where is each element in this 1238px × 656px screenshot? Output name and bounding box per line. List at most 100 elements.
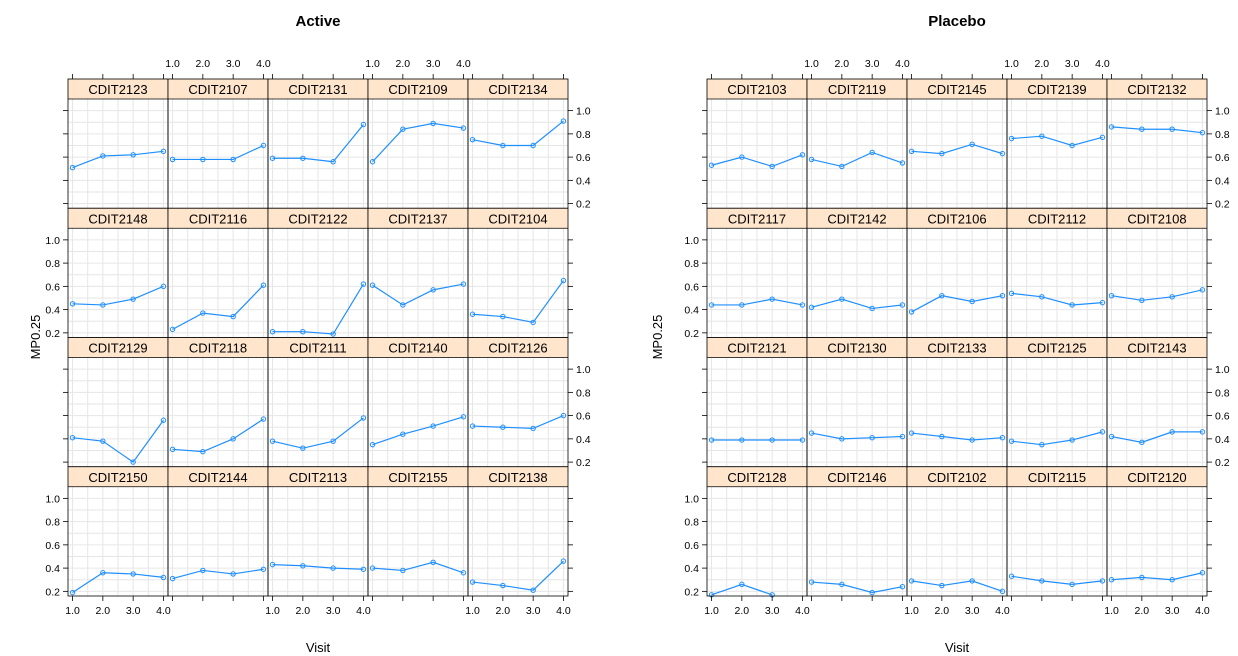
- data-point: [500, 582, 506, 589]
- x-tick-label: 1.0: [804, 58, 819, 70]
- data-point: [1199, 287, 1206, 293]
- data-point: [808, 304, 815, 310]
- strip-background: [368, 79, 468, 99]
- strip-label: CDIT2106: [927, 211, 986, 226]
- data-point: [400, 126, 406, 132]
- panel-grid-lines: [907, 99, 1007, 209]
- x-tick-label: 2.0: [196, 58, 211, 70]
- data-point: [1039, 133, 1045, 139]
- series-line: [472, 280, 564, 324]
- series-line: [472, 560, 564, 591]
- data-point: [360, 121, 367, 128]
- x-tick-label: 2.0: [935, 605, 950, 617]
- data-point: [1199, 570, 1206, 576]
- data-point: [969, 437, 975, 443]
- x-tick-label: 1.0: [365, 58, 380, 70]
- y-tick-label: 0.8: [45, 517, 60, 529]
- data-point: [330, 438, 336, 444]
- data-point: [999, 588, 1006, 595]
- panel-grid-lines: [168, 99, 268, 209]
- data-point: [130, 152, 136, 158]
- series-line: [911, 432, 1003, 441]
- strip-background: [907, 337, 1007, 358]
- data-point: [839, 296, 845, 302]
- data-point: [708, 162, 715, 168]
- panel: CDIT2123: [67, 78, 169, 209]
- panel: CDIT2111: [267, 337, 369, 468]
- data-point: [300, 563, 306, 569]
- x-tick-label: 1.0: [704, 605, 719, 617]
- strip-background: [468, 466, 568, 487]
- strip-label: CDIT2145: [927, 82, 986, 97]
- data-point: [808, 430, 815, 436]
- panel-grid-lines: [807, 486, 907, 596]
- panel: CDIT2116: [167, 207, 269, 338]
- y-tick-label: 0.6: [45, 281, 60, 293]
- data-point: [1108, 124, 1115, 130]
- data-point: [260, 566, 267, 572]
- data-point: [939, 292, 945, 299]
- data-point: [1008, 438, 1015, 444]
- axes: 1.0 2.0 3.0 4.0 1.0 2.0 3.0 4.0 1.0 2.0 3.0 4.0 1.0 2…: [684, 58, 1229, 617]
- data-point: [369, 282, 376, 288]
- strip-background: [707, 337, 807, 358]
- y-tick-label: 1.0: [576, 364, 591, 376]
- y-tick-label: 0.6: [684, 540, 699, 552]
- panel-grid-lines: [68, 486, 168, 596]
- data-point: [369, 159, 376, 165]
- data-point: [899, 433, 906, 440]
- x-tick-label: 4.0: [256, 58, 271, 70]
- data-point: [1039, 578, 1045, 584]
- x-tick-label: 1.0: [465, 605, 480, 617]
- x-tick-label: 2.0: [396, 58, 411, 70]
- panel: CDIT2113: [267, 466, 369, 597]
- data-point: [169, 446, 176, 453]
- panel: CDIT2143: [1106, 337, 1208, 468]
- panel: CDIT2145: [906, 78, 1008, 209]
- panel-border: [1106, 466, 1208, 597]
- x-tick-label: 3.0: [426, 58, 441, 70]
- strip-label: CDIT2130: [827, 341, 886, 356]
- y-tick-label: 0.6: [684, 281, 699, 293]
- data-point: [160, 417, 167, 423]
- x-tick-label: 2.0: [496, 605, 511, 617]
- y-tick-label: 0.2: [45, 328, 60, 340]
- y-tick-label: 1.0: [45, 493, 60, 505]
- series-line: [911, 580, 1003, 592]
- series-line: [372, 561, 464, 574]
- series-line: [711, 298, 803, 306]
- data-point: [300, 155, 306, 161]
- strip-background: [1007, 466, 1107, 487]
- data-point: [200, 448, 206, 455]
- data-point: [1108, 433, 1115, 440]
- strip-label: CDIT2126: [488, 341, 547, 356]
- data-point: [230, 571, 236, 577]
- series-line: [72, 572, 164, 594]
- data-point: [899, 302, 906, 308]
- panel-grid-lines: [168, 228, 268, 338]
- y-tick-label: 1.0: [1215, 364, 1230, 376]
- y-tick-label: 0.2: [576, 457, 591, 469]
- data-point: [1199, 429, 1206, 435]
- panel: CDIT2125: [1006, 337, 1108, 468]
- panel-grid-lines: [907, 357, 1007, 467]
- x-axis-title: Visit: [945, 640, 970, 655]
- data-point: [269, 155, 276, 161]
- panel-grid-lines: [707, 357, 807, 467]
- strip-label: CDIT2148: [88, 211, 147, 226]
- panel: CDIT2137: [367, 207, 469, 338]
- panel: CDIT2150: [67, 466, 169, 597]
- strip-background: [807, 79, 907, 99]
- data-point: [1099, 578, 1106, 584]
- strip-label: CDIT2138: [488, 470, 547, 485]
- series-line: [172, 568, 264, 580]
- data-point: [530, 142, 536, 149]
- strip-background: [1007, 208, 1107, 229]
- x-tick-label: 3.0: [126, 605, 141, 617]
- data-point: [230, 436, 236, 442]
- panel-grid-lines: [268, 228, 368, 338]
- y-tick-label: 0.6: [576, 152, 591, 164]
- data-point: [430, 423, 436, 429]
- data-point: [230, 156, 236, 163]
- data-point: [1139, 297, 1145, 304]
